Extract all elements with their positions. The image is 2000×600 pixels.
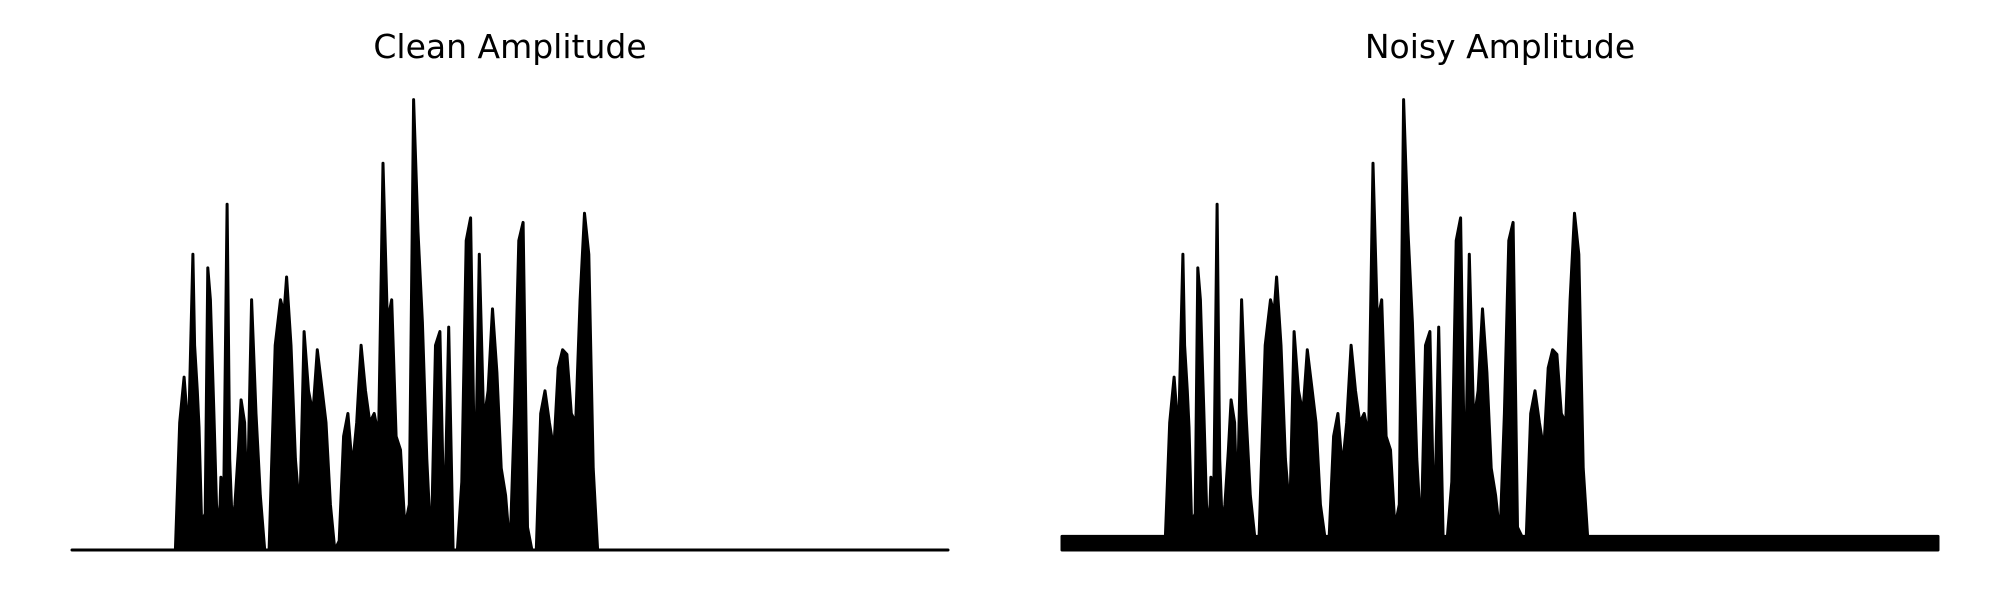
amplitude-envelope xyxy=(1060,98,1940,552)
clean-amplitude-title: Clean Amplitude xyxy=(373,27,646,66)
noisy-amplitude-title: Noisy Amplitude xyxy=(1365,27,1635,66)
noisy-amplitude-plot xyxy=(1060,98,1940,552)
clean-amplitude-panel: Clean Amplitude xyxy=(70,27,950,552)
amplitude-envelope xyxy=(70,98,950,552)
noisy-amplitude-panel: Noisy Amplitude xyxy=(1060,27,1940,552)
clean-amplitude-plot xyxy=(70,98,950,552)
